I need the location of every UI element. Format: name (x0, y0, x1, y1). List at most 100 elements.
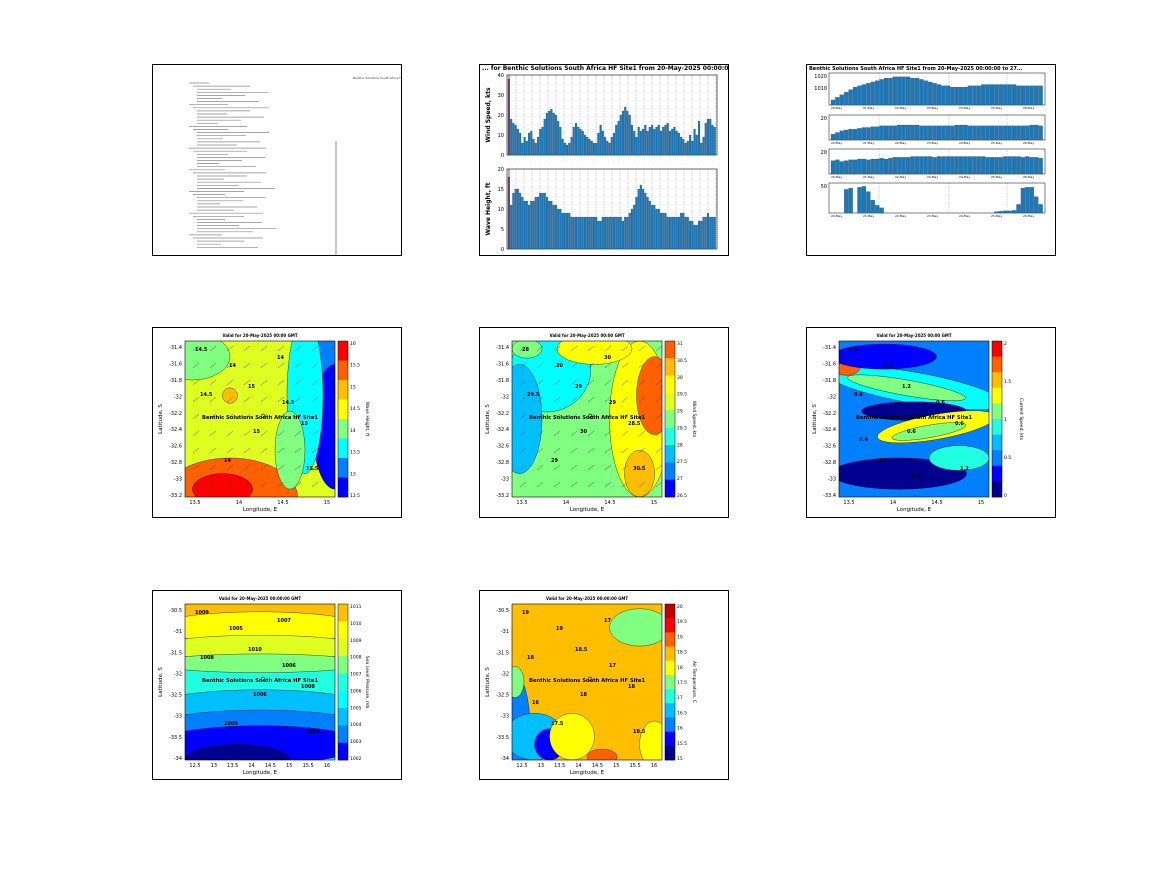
wind-bar (586, 136, 589, 156)
speed-bar (857, 128, 862, 141)
wave-bar (691, 220, 694, 250)
wind-bar (574, 122, 578, 156)
wind-xtick-label: · (618, 158, 619, 162)
speed-bar (852, 129, 858, 141)
pressure-bar (861, 84, 867, 106)
map-title: Valid for 20-May-2025 00:00 GMT (549, 333, 624, 338)
rain-bar (994, 211, 999, 214)
vector-arrow (553, 464, 561, 471)
wind-speed-map: Valid for 20-May-2025 00:00 GMT 28 29 28.5 2… (485, 333, 697, 513)
wave-bar (604, 216, 607, 250)
vector-arrow (192, 464, 200, 471)
contour-label: 18 (527, 655, 534, 661)
pressure-bar (950, 86, 955, 106)
vector-arrow (260, 447, 268, 454)
wind-bar (653, 128, 656, 156)
contour-band (609, 608, 662, 647)
temp-bar (857, 158, 862, 175)
wind-xtick-label: · (686, 158, 687, 162)
contour-label: 30 (580, 429, 587, 435)
contour-label: 1.2 (960, 466, 969, 472)
map-xtick: 15 (651, 500, 657, 506)
wind-bar (572, 126, 575, 156)
contour-label: 1008 (301, 684, 315, 690)
vector-arrow (570, 447, 578, 454)
vector-arrow (311, 345, 319, 352)
wind-bar (668, 130, 671, 156)
wind-xtick-label: · (603, 158, 604, 162)
map-ytick: -31.5 (496, 650, 509, 656)
contour-band (891, 422, 967, 441)
speed-bar (963, 124, 968, 141)
pressure-bar (905, 76, 911, 106)
colorbar-tick: 19 (677, 634, 683, 640)
colorbar-segment (665, 632, 675, 647)
wind-bar (523, 136, 526, 156)
vector-arrow (192, 379, 200, 386)
temp-bar (967, 156, 973, 175)
speed-bar (1034, 124, 1039, 141)
colorbar-segment (338, 458, 348, 478)
pressure-bar (852, 86, 858, 106)
contour-label: 0.8 (854, 392, 863, 398)
speed-bar (844, 129, 849, 141)
stack-xtick: 20-May (831, 214, 842, 218)
colorbar-tick: 15 (350, 384, 356, 390)
wind-bar (548, 110, 551, 156)
vector-arrow (209, 396, 217, 403)
colorbar-tick: 17 (677, 695, 683, 701)
vector-arrow (226, 413, 234, 420)
map-title: Valid for 20-May-2025 00:00 GMT (876, 333, 951, 338)
colorbar-segment (665, 604, 675, 619)
stack-xtick: 24-May (959, 141, 970, 145)
map-ytick: -33 (501, 477, 509, 483)
wave-bar (579, 216, 582, 250)
vector-arrow (311, 464, 319, 471)
contour-label: 18 (628, 684, 635, 690)
vector-arrow (226, 396, 234, 403)
wind-bar (536, 136, 540, 156)
map-ytick: -31.6 (496, 361, 509, 367)
wind-bar (713, 126, 716, 156)
map-xtick: 12.5 (516, 763, 527, 769)
map-ytick: -32 (174, 671, 182, 677)
vector-arrow (277, 430, 285, 437)
vector-arrow (604, 481, 612, 488)
vector-arrow (277, 464, 285, 471)
temp-bar (1011, 156, 1017, 175)
map-ytick: -32.5 (169, 693, 182, 699)
map-xlabel: Longitude, E (570, 770, 605, 776)
wave-bar (682, 212, 685, 250)
map-xlabel: Longitude, E (570, 507, 605, 513)
temp-bar (981, 156, 986, 175)
pressure-bar (1029, 85, 1034, 106)
vector-arrow (243, 345, 251, 352)
wind-xtick-label: · (707, 158, 708, 162)
wind-bar (597, 132, 600, 156)
wave-bar (514, 188, 517, 250)
colorbar-label: Current Speed, kts (1018, 398, 1024, 441)
contour-label: 29 (609, 400, 616, 406)
temp-bar (848, 159, 853, 175)
rain-bar (1034, 196, 1039, 214)
wind-xtick-label: · (649, 158, 650, 162)
temp-bar (941, 156, 946, 175)
vector-arrow (192, 362, 200, 369)
speed-bar (1029, 124, 1034, 141)
vector-arrow (192, 345, 200, 352)
pressure-bar (839, 94, 844, 106)
colorbar-segment (338, 419, 348, 439)
colorbar-frame (664, 603, 676, 761)
temp-bar (950, 156, 955, 175)
wind-bar (510, 118, 513, 156)
vector-arrow (621, 447, 629, 454)
pressure-bar (989, 84, 995, 106)
temp-bar (905, 157, 911, 175)
vector-arrow (536, 396, 544, 403)
vector-arrow (294, 464, 302, 471)
vector-arrow (519, 481, 527, 488)
map-ytick: -32.8 (496, 460, 509, 466)
vector-arrow (311, 362, 319, 369)
map-xtick: 15 (613, 763, 619, 769)
colorbar-tick: 18.5 (677, 650, 687, 656)
